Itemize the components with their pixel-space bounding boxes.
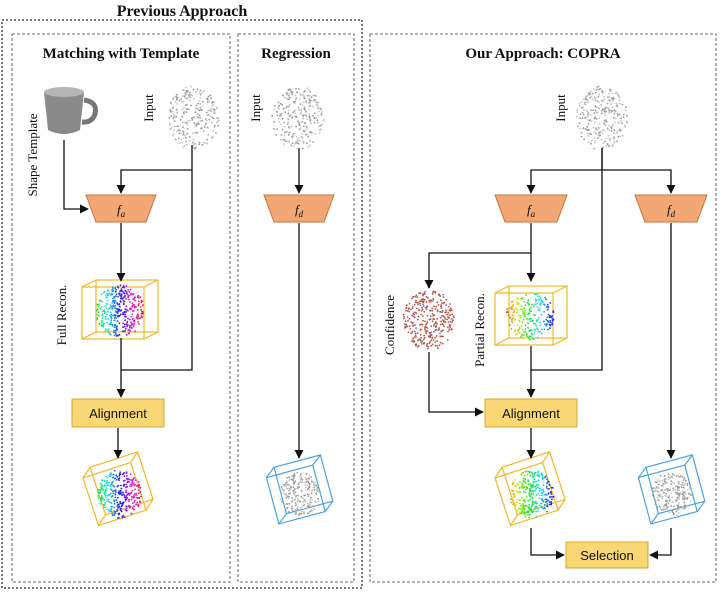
input-label-matching: Input xyxy=(141,94,156,122)
matching-template-frame xyxy=(11,33,231,583)
alignment-block: Alignment xyxy=(71,398,165,428)
shape-template-label: Shape Template xyxy=(25,113,40,196)
copra-aligned-point-cloud xyxy=(510,470,555,519)
svg-text:Alignment: Alignment xyxy=(502,406,560,421)
previous-approach-title: Previous Approach xyxy=(117,3,248,20)
copra-regression-point-cloud xyxy=(651,473,693,517)
copra-regression-result-image xyxy=(637,454,706,525)
selection-block: Selection xyxy=(565,541,649,569)
partial-recon-label: Partial Recon. xyxy=(472,293,487,367)
regression-title: Regression xyxy=(261,46,331,62)
fd-network-block: fd xyxy=(634,194,708,223)
svg-text:Selection: Selection xyxy=(580,548,633,563)
fa-network-block: fa xyxy=(85,194,157,223)
svg-text:fa: fa xyxy=(117,202,126,219)
input-label-regression: Input xyxy=(248,94,263,122)
alignment-block: Alignment xyxy=(484,398,578,428)
input-point-cloud xyxy=(575,85,628,150)
svg-text:Alignment: Alignment xyxy=(89,406,147,421)
svg-text:fa: fa xyxy=(527,202,536,219)
confidence-point-cloud xyxy=(402,290,455,350)
regression-frame xyxy=(237,33,355,583)
previous-approach-frame xyxy=(1,19,363,589)
copra-title: Our Approach: COPRA xyxy=(465,46,620,62)
full-recon-label: Full Recon. xyxy=(54,285,69,346)
full-recon-point-cloud xyxy=(95,284,144,337)
input-label-copra: Input xyxy=(553,94,568,122)
input-point-cloud xyxy=(271,87,325,150)
aligned-result-image xyxy=(82,451,154,527)
aligned-point-cloud xyxy=(97,469,142,519)
partial-recon-point-cloud xyxy=(505,292,555,341)
input-point-cloud xyxy=(168,85,220,151)
partial-recon-image xyxy=(494,285,568,346)
copra-frame xyxy=(369,33,717,583)
confidence-label: Confidence xyxy=(382,295,397,355)
flow-arrows xyxy=(63,140,676,560)
full-recon-image xyxy=(81,279,159,340)
svg-text:fd: fd xyxy=(295,202,304,219)
svg-text:fd: fd xyxy=(667,202,676,219)
fd-network-block: fd xyxy=(263,194,335,223)
matching-template-title: Matching with Template xyxy=(43,46,200,62)
copra-aligned-result-image xyxy=(494,451,566,527)
regression-result-image xyxy=(265,454,334,525)
fa-network-block: fa xyxy=(494,194,568,223)
mug-template-image xyxy=(44,87,98,134)
regression-point-cloud xyxy=(279,471,320,517)
